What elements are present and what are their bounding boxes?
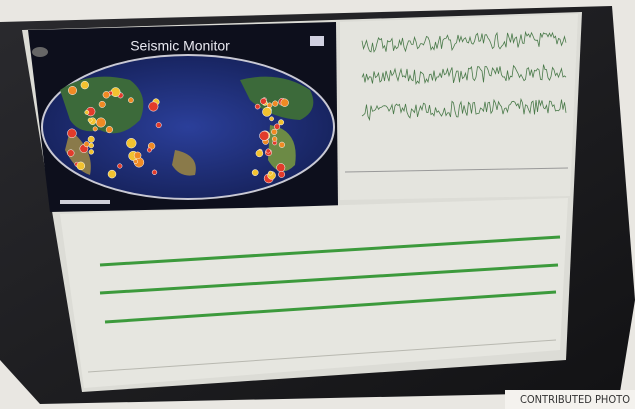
- quake-dot: [274, 123, 281, 130]
- quake-dot: [83, 141, 90, 148]
- land: [172, 150, 196, 176]
- scale-bar: [60, 200, 110, 204]
- quake-dot: [96, 117, 106, 128]
- quake-dot: [148, 101, 159, 112]
- quake-dot: [278, 170, 286, 178]
- quake-dot: [105, 126, 113, 134]
- waveform: [361, 30, 567, 53]
- logo: [32, 47, 48, 57]
- quake-dot: [84, 110, 90, 115]
- quake-dot: [128, 97, 134, 104]
- quake-dot: [272, 100, 279, 107]
- quake-dot: [259, 130, 270, 141]
- quake-dot: [92, 126, 98, 132]
- quake-dot: [68, 86, 77, 95]
- quake-dot: [255, 149, 264, 158]
- axis: [87, 339, 557, 373]
- quake-dot: [117, 163, 123, 169]
- quake-dot: [266, 102, 273, 109]
- quake-dot: [276, 163, 286, 173]
- quake-dot: [268, 170, 273, 176]
- quake-dot: [278, 119, 285, 126]
- quake-dot: [155, 122, 162, 129]
- credit-bg: [505, 390, 635, 409]
- quake-dot: [126, 138, 137, 149]
- quake-dot: [98, 100, 106, 108]
- quake-dot: [271, 128, 278, 135]
- waveform: [361, 97, 567, 122]
- trace-line: [99, 263, 559, 295]
- map-title: Seismic Monitor: [130, 38, 230, 54]
- axis: [344, 167, 569, 173]
- land: [240, 76, 314, 120]
- quake-dot: [251, 169, 259, 176]
- quake-dot: [260, 98, 267, 105]
- quake-dot: [133, 159, 138, 164]
- quake-dot: [87, 135, 95, 143]
- quake-dot: [278, 141, 285, 148]
- quake-dot: [102, 91, 110, 99]
- quake-dot: [254, 103, 261, 110]
- quake-dot: [271, 136, 278, 142]
- quake-dot: [146, 147, 152, 153]
- earthquake-dots: [67, 80, 289, 184]
- quake-dot: [87, 117, 93, 123]
- quake-dot: [133, 151, 142, 160]
- quake-dot: [280, 98, 289, 107]
- quake-dot: [88, 149, 94, 155]
- quake-dot: [67, 128, 77, 139]
- photo-credit: CONTRIBUTED PHOTO: [520, 393, 630, 406]
- quake-dot: [269, 116, 274, 122]
- quake-dot: [80, 80, 89, 90]
- quake-dot: [76, 161, 86, 171]
- quake-dot: [151, 169, 158, 175]
- trace-line: [104, 290, 557, 324]
- quake-dot: [265, 148, 271, 154]
- icon: [310, 36, 324, 46]
- quake-dot: [107, 169, 117, 179]
- trace-line: [99, 235, 561, 267]
- quake-dot: [262, 107, 272, 117]
- quake-dot: [67, 149, 75, 157]
- waveforms: [361, 30, 567, 122]
- waveform: [361, 64, 567, 86]
